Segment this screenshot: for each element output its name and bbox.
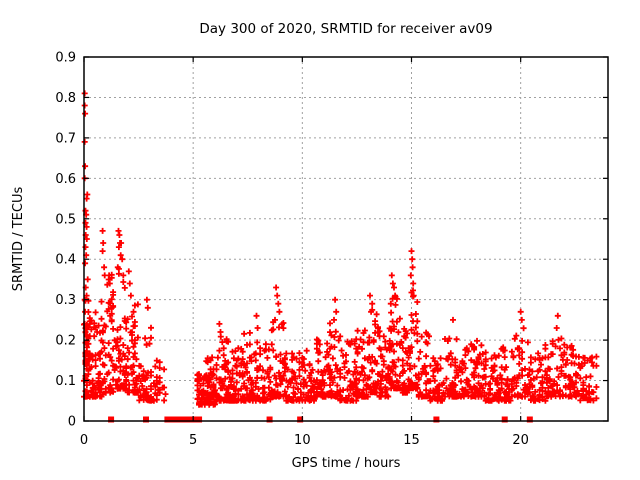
y-tick-label: 0.8 [55, 91, 76, 106]
x-axis-label: GPS time / hours [292, 456, 401, 471]
x-tick-label: 0 [80, 433, 88, 448]
y-tick-label: 0.4 [55, 253, 76, 268]
axis-ticks [83, 56, 608, 422]
y-tick-label: 0.9 [55, 51, 76, 66]
y-tick-label: 0 [68, 415, 76, 430]
x-tick-label: 15 [403, 433, 420, 448]
y-axis-label: SRMTID / TECUs [11, 187, 26, 292]
x-tick-label: 10 [294, 433, 311, 448]
y-tick-labels: 0 0.1 0.2 0.3 0.4 0.5 0.6 0.7 0.8 0.9 [55, 51, 76, 430]
x-tick-label: 20 [512, 433, 529, 448]
y-tick-label: 0.3 [55, 293, 76, 308]
x-tick-label: 5 [189, 433, 197, 448]
gridlines [84, 57, 608, 421]
y-tick-label: 0.7 [55, 131, 76, 146]
y-tick-label: 0.2 [55, 334, 76, 349]
chart-title: Day 300 of 2020, SRMTID for receiver av0… [199, 21, 492, 37]
y-tick-label: 0.6 [55, 172, 76, 187]
plot-border [83, 56, 609, 422]
zero-value-square-markers [108, 416, 533, 423]
x-tick-labels: 0 5 10 15 20 [80, 433, 529, 448]
y-tick-label: 0.1 [55, 374, 76, 389]
y-tick-label: 0.5 [55, 212, 76, 227]
